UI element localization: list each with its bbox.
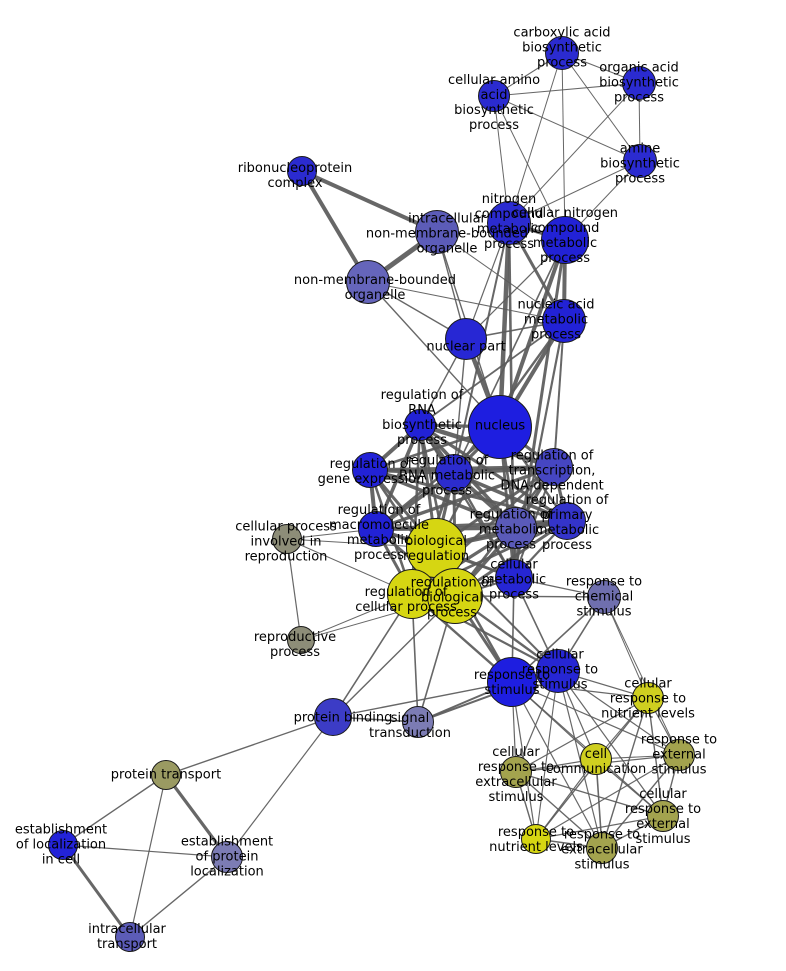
graph-edge[interactable] [515,697,649,773]
graph-edge[interactable] [535,815,664,840]
graph-edge[interactable] [535,754,680,840]
graph-edge[interactable] [557,670,664,817]
graph-edge[interactable] [419,423,568,523]
graph-node-nucleus[interactable] [468,395,532,459]
graph-edge[interactable] [493,95,566,241]
graph-edge[interactable] [62,844,228,858]
graph-node-establishment-of-localization-in-cell[interactable] [48,830,78,860]
graph-node-cellular-response-to-external-stimulus[interactable] [647,800,679,832]
graph-edge[interactable] [508,82,640,224]
graph-edge[interactable] [493,82,640,97]
graph-edge[interactable] [369,468,568,523]
graph-edge[interactable] [603,596,649,699]
graph-edge[interactable] [601,697,649,849]
graph-edge[interactable] [301,169,438,234]
graph-edge[interactable] [369,468,517,530]
graph-node-regulation-of-metabolic-process[interactable] [495,507,537,549]
graph-edge[interactable] [436,231,565,322]
graph-edge[interactable] [332,681,513,718]
graph-node-response-to-extracellular-stimulus[interactable] [586,832,618,864]
graph-node-response-to-external-stimulus[interactable] [663,739,695,771]
graph-node-nuclear-part[interactable] [445,318,487,360]
graph-node-nitrogen-compound-metabolic-process[interactable] [487,201,531,245]
graph-edge[interactable] [508,160,641,224]
graph-node-cellular-response-to-nutrient-levels[interactable] [632,682,664,714]
graph-node-response-to-nutrient-levels[interactable] [521,824,551,854]
graph-node-organic-acid-biosynthetic-process[interactable] [622,66,656,100]
graph-edge[interactable] [453,338,467,474]
graph-edge[interactable] [129,774,167,938]
graph-edge[interactable] [603,596,680,756]
graph-edge[interactable] [493,95,641,162]
graph-node-cellular-process-involved-in-reproduction[interactable] [272,524,302,554]
graph-node-intracellular-transport[interactable] [115,922,145,952]
graph-node-reproductive-process[interactable] [287,626,315,654]
graph-edge[interactable] [561,52,641,162]
graph-node-amine-biosynthetic-process[interactable] [623,144,657,178]
graph-node-signal-transduction[interactable] [402,706,434,738]
graph-node-cellular-amino-acid-biosynthetic-process[interactable] [478,80,510,112]
graph-node-ribonucleoprotein-complex[interactable] [287,156,317,186]
graph-edge[interactable] [367,281,565,322]
graph-node-regulation-of-rna-biosynthetic-process[interactable] [404,409,436,441]
graph-edge[interactable] [601,754,680,849]
graph-node-protein-transport[interactable] [151,760,181,790]
graph-edge[interactable] [375,465,555,531]
graph-edge[interactable] [61,844,132,938]
graph-node-cellular-metabolic-process[interactable] [495,559,533,597]
graph-edge[interactable] [508,52,563,224]
graph-edge[interactable] [515,771,664,817]
graph-node-response-to-stimulus[interactable] [487,657,537,707]
graph-node-nucleic-acid-metabolic-process[interactable] [542,299,586,343]
graph-node-regulation-of-gene-expression[interactable] [352,452,388,488]
graph-edge[interactable] [62,774,167,846]
graph-edge[interactable] [535,758,597,840]
graph-edge[interactable] [165,716,334,776]
graph-node-cellular-response-to-extracellular-stimulus[interactable] [500,756,532,788]
graph-node-response-to-chemical-stimulus[interactable] [587,580,621,614]
graph-edge[interactable] [561,52,566,241]
graph-edge[interactable] [419,320,565,426]
graph-edge[interactable] [553,320,565,468]
graph-edge[interactable] [511,681,680,756]
graph-edge[interactable] [497,222,512,428]
graph-node-carboxylic-acid-biosynthetic-process[interactable] [545,36,579,70]
graph-node-regulation-of-rna-metabolic-process[interactable] [435,454,473,492]
graph-edge[interactable] [286,538,302,641]
graph-node-intracellular-non-membrane-bounded-organelle[interactable] [415,210,459,254]
graph-node-regulation-of-primary-metabolic-process[interactable] [548,502,586,540]
graph-edge[interactable] [515,771,603,849]
graph-node-regulation-of-macromolecule-metabolic-process[interactable] [358,511,394,547]
graph-node-cellular-nitrogen-compound-metabolic-process[interactable] [541,216,589,264]
graph-node-regulation-of-biological-process[interactable] [427,568,483,624]
graph-edge[interactable] [226,716,334,858]
graph-edge[interactable] [557,670,680,756]
graph-node-cellular-response-to-stimulus[interactable] [536,649,580,693]
graph-node-protein-binding[interactable] [314,698,352,736]
graph-node-non-membrane-bounded-organelle[interactable] [346,260,390,304]
graph-edge[interactable] [129,856,228,938]
graph-node-establishment-of-protein-localization[interactable] [211,841,243,873]
graph-node-cell-communication[interactable] [580,743,612,775]
graph-node-regulation-of-transcription-dna-dependent[interactable] [535,448,573,486]
